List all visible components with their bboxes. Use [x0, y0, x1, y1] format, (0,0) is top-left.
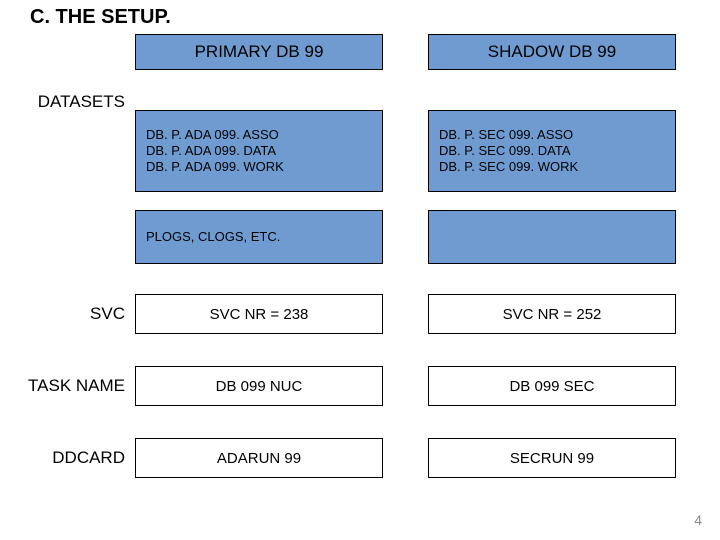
datasets-shadow-line1: DB. P. SEC 099. ASSO — [439, 127, 665, 143]
datasets-shadow: DB. P. SEC 099. ASSO DB. P. SEC 099. DAT… — [428, 110, 676, 192]
ddcard-shadow-text: SECRUN 99 — [429, 446, 675, 471]
datasets-primary-line1: DB. P. ADA 099. ASSO — [146, 127, 372, 143]
svc-primary: SVC NR = 238 — [135, 294, 383, 334]
row-label-svc: SVC — [0, 304, 125, 324]
datasets-shadow-line2: DB. P. SEC 099. DATA — [439, 143, 665, 159]
header-primary-db-text: PRIMARY DB 99 — [136, 38, 382, 66]
plogs-primary-text: PLOGS, CLOGS, ETC. — [136, 225, 382, 249]
svc-shadow-text: SVC NR = 252 — [429, 302, 675, 327]
task-shadow: DB 099 SEC — [428, 366, 676, 406]
row-label-datasets: DATASETS — [0, 92, 125, 112]
datasets-primary: DB. P. ADA 099. ASSO DB. P. ADA 099. DAT… — [135, 110, 383, 192]
header-primary-db: PRIMARY DB 99 — [135, 34, 383, 70]
plogs-shadow-text — [429, 233, 675, 241]
datasets-primary-line2: DB. P. ADA 099. DATA — [146, 143, 372, 159]
ddcard-primary: ADARUN 99 — [135, 438, 383, 478]
header-shadow-db-text: SHADOW DB 99 — [429, 38, 675, 66]
task-primary: DB 099 NUC — [135, 366, 383, 406]
row-label-task: TASK NAME — [0, 376, 125, 396]
row-label-ddcard: DDCARD — [0, 448, 125, 468]
svc-shadow: SVC NR = 252 — [428, 294, 676, 334]
svc-primary-text: SVC NR = 238 — [136, 302, 382, 327]
plogs-primary: PLOGS, CLOGS, ETC. — [135, 210, 383, 264]
datasets-shadow-line3: DB. P. SEC 099. WORK — [439, 159, 665, 175]
header-shadow-db: SHADOW DB 99 — [428, 34, 676, 70]
ddcard-shadow: SECRUN 99 — [428, 438, 676, 478]
page-number: 4 — [694, 512, 702, 528]
plogs-shadow — [428, 210, 676, 264]
task-shadow-text: DB 099 SEC — [429, 374, 675, 399]
task-primary-text: DB 099 NUC — [136, 374, 382, 399]
ddcard-primary-text: ADARUN 99 — [136, 446, 382, 471]
section-title: C. THE SETUP. — [30, 6, 171, 29]
datasets-primary-line3: DB. P. ADA 099. WORK — [146, 159, 372, 175]
